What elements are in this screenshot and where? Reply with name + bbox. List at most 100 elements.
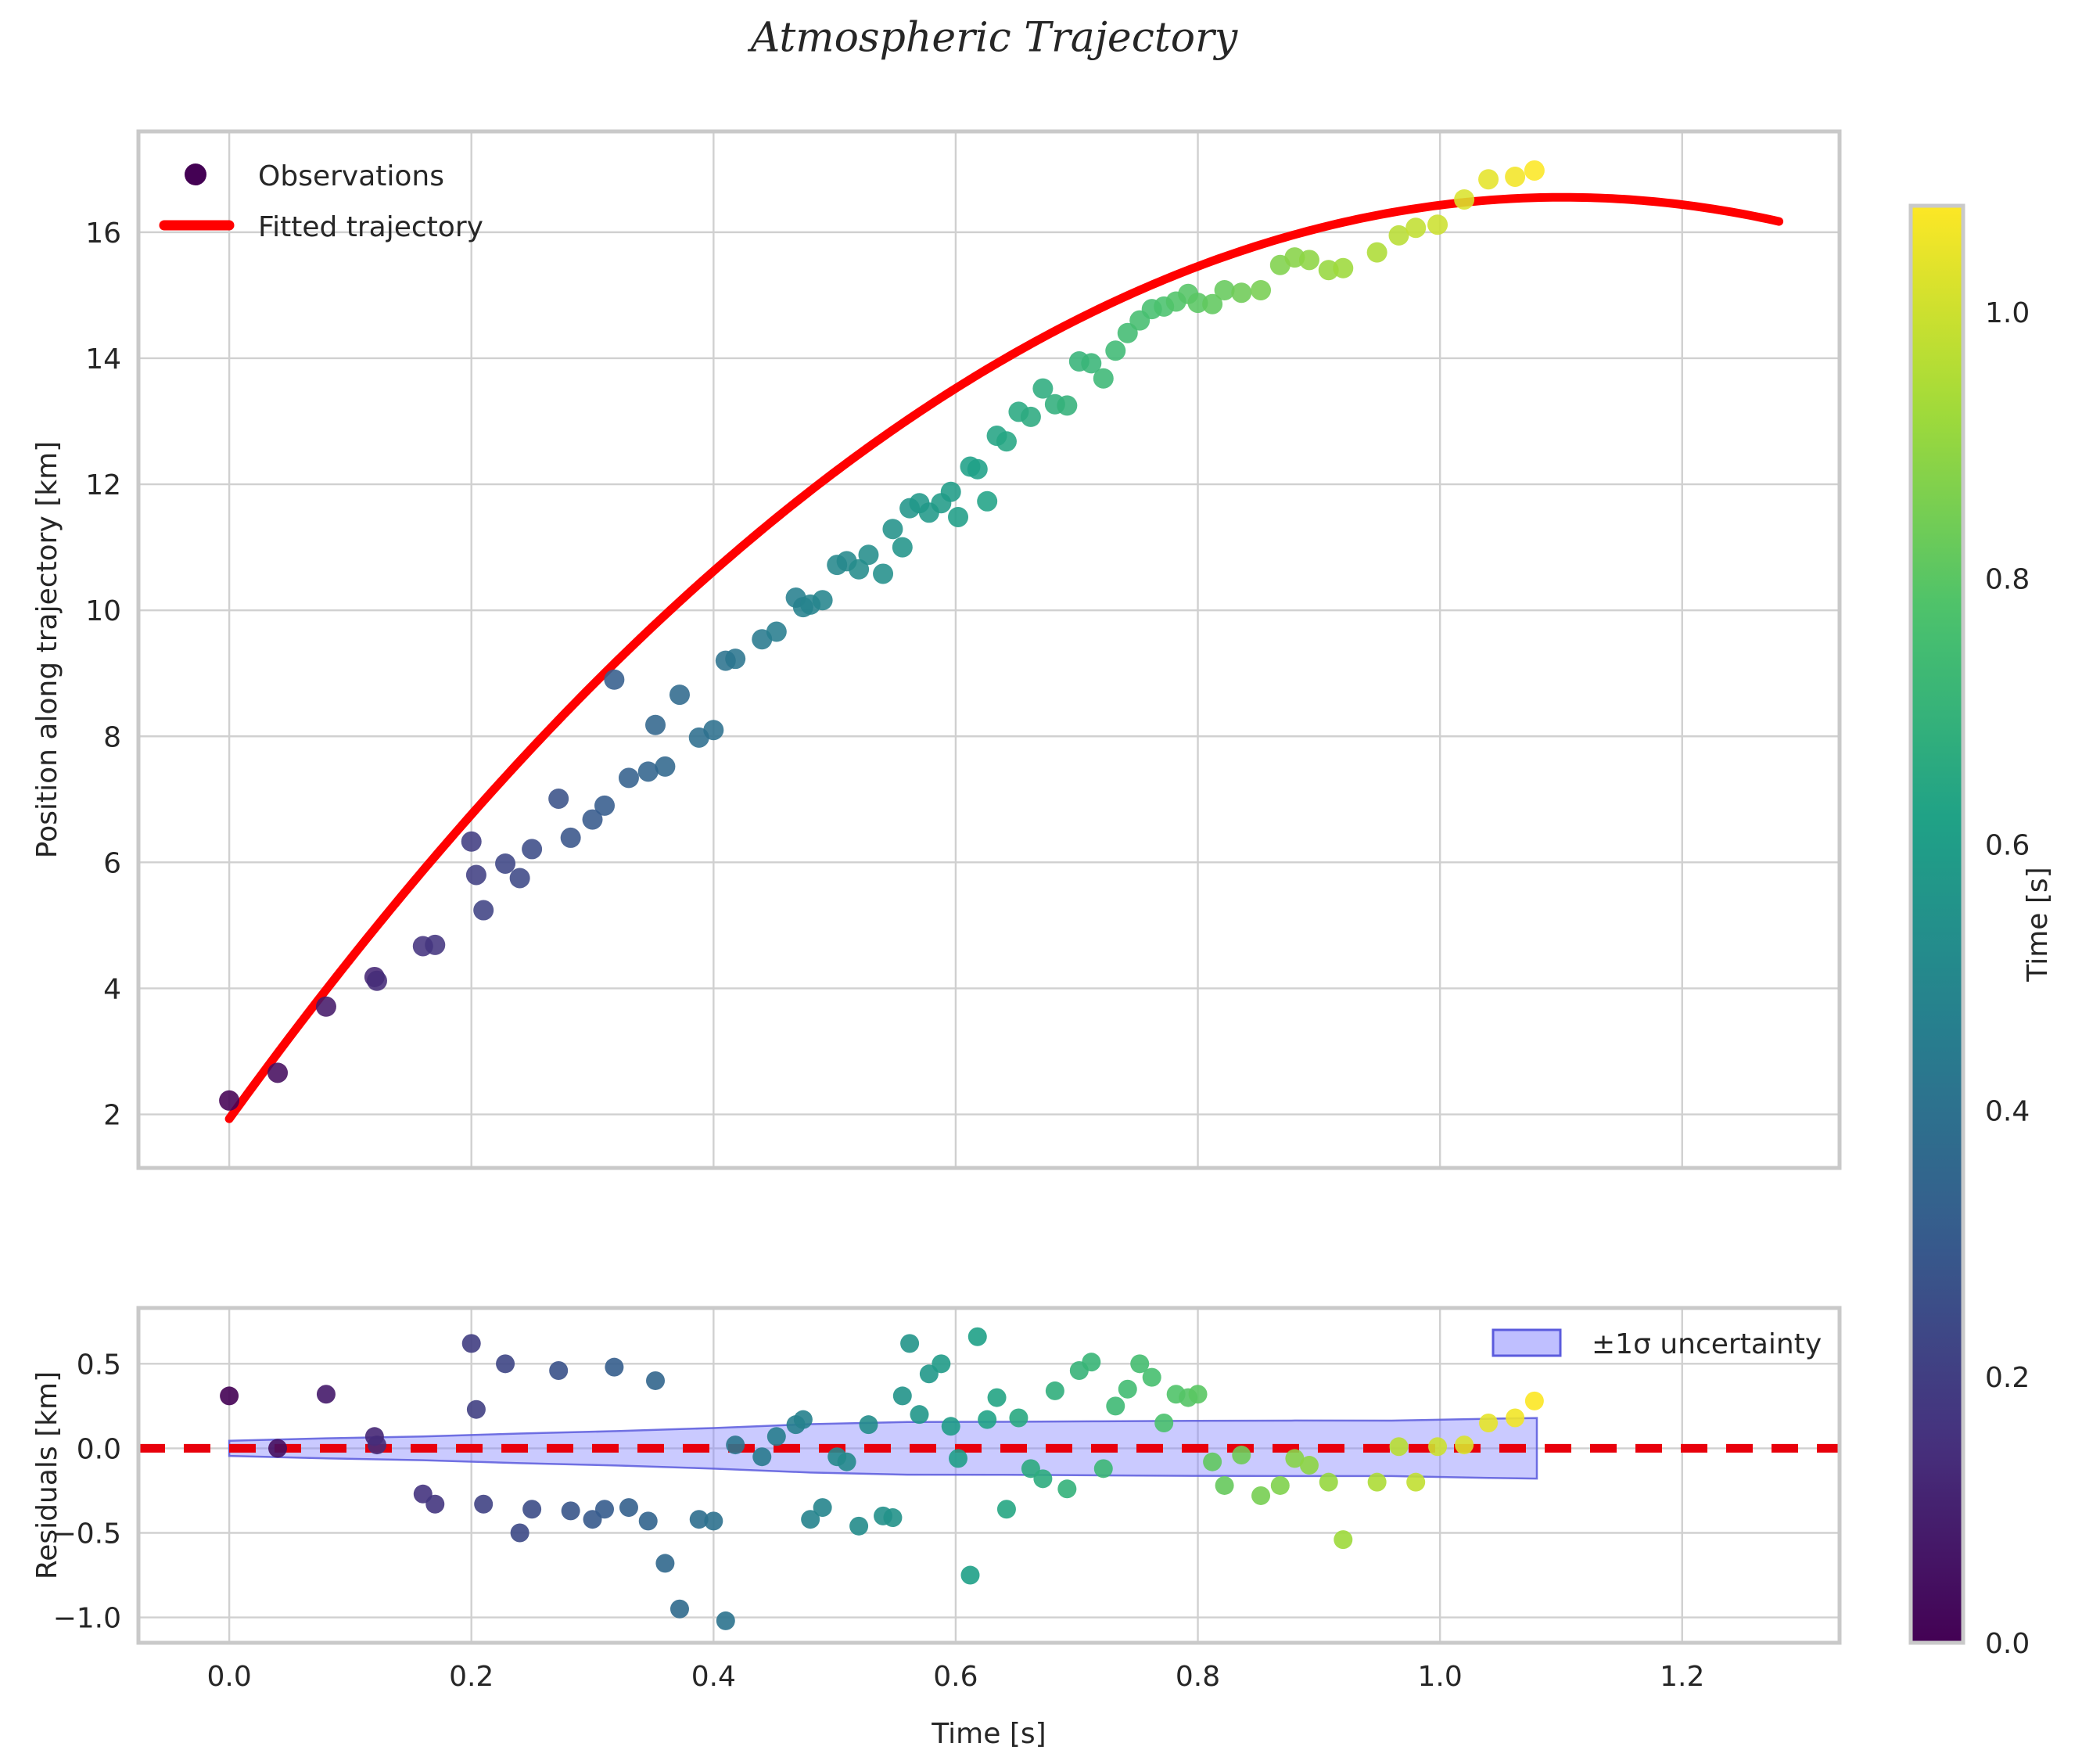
observation-point — [522, 839, 543, 860]
observation-point — [858, 544, 879, 566]
observation-point — [882, 519, 903, 540]
residuals-legend[interactable]: ±1σ uncertainty — [1492, 1328, 1822, 1360]
observation-point — [1202, 293, 1223, 314]
colorbar-tick-label: 0.2 — [1985, 1362, 2030, 1394]
colorbar-tick-label: 0.4 — [1985, 1096, 2030, 1128]
observation-point — [849, 559, 870, 580]
residual-point — [466, 1399, 486, 1419]
ytick-label: 12 — [85, 469, 121, 501]
observation-point — [425, 934, 446, 955]
residual-point — [1130, 1354, 1150, 1374]
ytick-label: 4 — [103, 973, 121, 1005]
observation-point — [892, 537, 913, 558]
main-gridlines — [138, 131, 1840, 1168]
residual-point — [549, 1360, 569, 1380]
residual-point — [1057, 1479, 1077, 1499]
residual-point — [996, 1500, 1016, 1519]
observation-point — [1405, 217, 1427, 239]
observation-point — [219, 1090, 240, 1111]
observation-point — [645, 714, 666, 735]
colorbar-tick-label: 0.0 — [1985, 1628, 2030, 1660]
observation-point — [1187, 293, 1208, 314]
main-axes: 2 4 6 8 10 12 14 16 Position along trajectory [k… — [31, 129, 1842, 1170]
residual-scatter — [220, 1327, 1544, 1630]
observation-point — [1478, 169, 1499, 190]
ytick-label: 6 — [103, 847, 121, 879]
legend-marker-observations — [185, 163, 206, 185]
residual-point — [726, 1435, 745, 1455]
residual-point — [669, 1599, 689, 1619]
observation-point — [461, 831, 482, 852]
observation-point — [267, 1062, 289, 1083]
residual-point — [1232, 1446, 1251, 1465]
observation-point — [766, 621, 787, 642]
residual-point — [1215, 1475, 1234, 1495]
main-ytick-labels: 2 4 6 8 10 12 14 16 — [85, 217, 121, 1132]
colorbar-label: Time [s] — [2022, 867, 2054, 982]
residual-point — [1389, 1437, 1409, 1457]
residual-point — [1406, 1472, 1426, 1492]
residual-point — [561, 1501, 580, 1521]
observation-point — [1020, 406, 1041, 427]
ytick-label: −0.5 — [53, 1518, 121, 1550]
residual-point — [752, 1447, 772, 1467]
residual-point — [268, 1439, 288, 1458]
colorbar-gradient — [1908, 203, 1965, 1645]
observation-point — [1524, 160, 1545, 181]
residual-point — [1009, 1408, 1028, 1428]
residual-point — [619, 1498, 638, 1518]
residual-point — [941, 1417, 960, 1436]
observation-point — [1214, 279, 1235, 300]
residual-point — [716, 1611, 735, 1630]
residual-point — [522, 1500, 542, 1519]
observation-point — [669, 684, 690, 706]
xtick-label: 0.4 — [691, 1661, 736, 1693]
residual-point — [766, 1427, 786, 1446]
main-axes-frame — [136, 129, 1842, 1170]
observation-point — [548, 788, 569, 809]
observation-point — [366, 970, 387, 991]
observation-point — [977, 490, 998, 512]
residual-point — [638, 1511, 658, 1531]
residual-point — [813, 1498, 832, 1518]
residual-point — [474, 1494, 494, 1514]
observation-point — [1081, 353, 1102, 374]
residual-point — [801, 1510, 820, 1529]
observation-point — [1505, 166, 1526, 187]
observation-point — [1105, 340, 1126, 361]
residual-point — [1154, 1413, 1174, 1432]
residual-point — [1033, 1469, 1053, 1489]
ytick-label: 0.5 — [77, 1349, 121, 1381]
observation-point — [1251, 279, 1272, 300]
observation-point — [873, 563, 894, 584]
residual-point — [1285, 1449, 1305, 1468]
legend-patch-uncertainty — [1492, 1328, 1562, 1357]
colorbar-tick-label: 0.8 — [1985, 563, 2030, 595]
observation-point — [1231, 282, 1252, 304]
residual-point — [793, 1410, 813, 1429]
residual-point — [1106, 1396, 1125, 1416]
observation-point — [1366, 242, 1387, 263]
main-legend[interactable]: Observations Fitted trajectory — [159, 160, 483, 243]
observation-point — [655, 756, 676, 777]
residual-point — [1270, 1475, 1290, 1495]
observation-point — [1427, 214, 1448, 235]
residual-point — [646, 1371, 666, 1390]
observation-point — [1454, 189, 1475, 210]
observation-point — [604, 669, 625, 690]
ytick-label: −1.0 — [53, 1603, 121, 1635]
observation-point — [1057, 395, 1078, 416]
observation-point — [725, 649, 746, 670]
xtick-label: 1.0 — [1418, 1661, 1463, 1693]
xtick-label: 0.8 — [1176, 1661, 1220, 1693]
colorbar: 0.0 0.2 0.4 0.6 0.8 1.0 Time [s] — [1908, 203, 2054, 1660]
xtick-label: 1.2 — [1660, 1661, 1704, 1693]
residual-point — [1334, 1530, 1353, 1550]
observation-point — [948, 506, 969, 527]
residual-point — [689, 1510, 709, 1529]
residual-point — [932, 1354, 951, 1374]
legend-uncertainty-label: ±1σ uncertainty — [1592, 1328, 1822, 1360]
ytick-label: 0.0 — [77, 1433, 121, 1465]
residual-point — [1203, 1452, 1222, 1471]
